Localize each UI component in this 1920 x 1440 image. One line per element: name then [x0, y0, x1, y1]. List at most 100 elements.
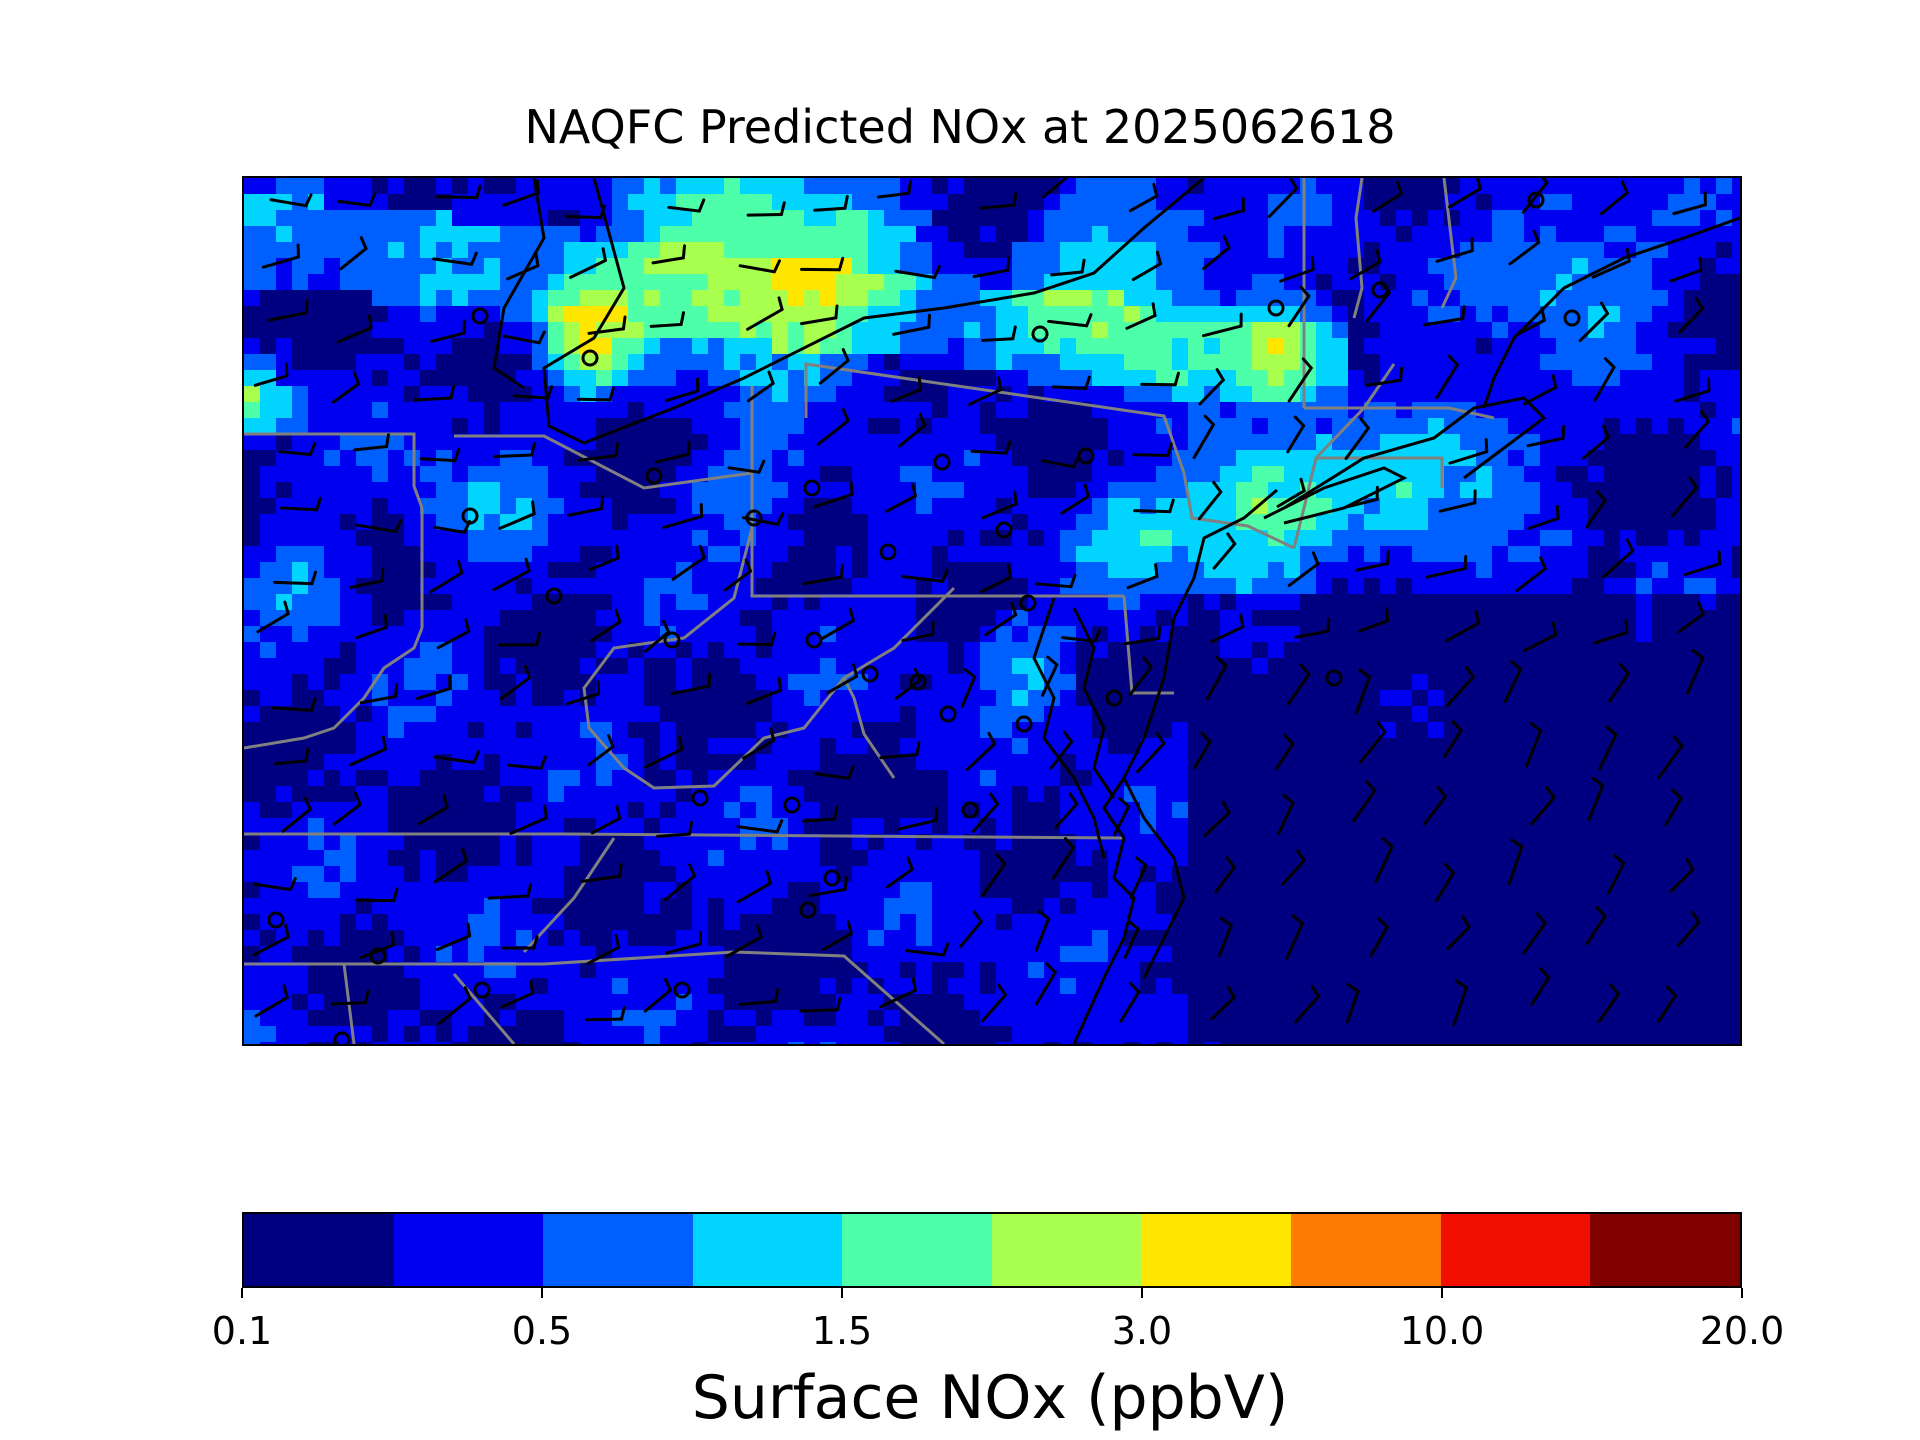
nox-cell — [1636, 722, 1653, 739]
nox-cell — [516, 322, 533, 339]
nox-cell — [804, 242, 821, 259]
nox-cell — [1444, 210, 1461, 227]
nox-cell — [500, 322, 517, 339]
nox-cell — [596, 370, 613, 387]
nox-cell — [1684, 754, 1701, 771]
nox-cell — [692, 562, 709, 579]
nox-cell — [1220, 434, 1237, 451]
nox-cell — [1588, 594, 1605, 611]
nox-cell — [932, 898, 949, 915]
nox-cell — [980, 226, 997, 243]
nox-cell — [500, 690, 517, 707]
nox-cell — [868, 338, 885, 355]
nox-cell — [324, 978, 341, 995]
nox-cell — [1652, 338, 1669, 355]
nox-cell — [596, 674, 613, 691]
nox-cell — [1044, 690, 1061, 707]
nox-cell — [644, 690, 661, 707]
nox-cell — [260, 770, 277, 787]
nox-cell — [1268, 226, 1285, 243]
nox-cell — [1012, 850, 1029, 867]
nox-cell — [804, 546, 821, 563]
nox-cell — [852, 866, 869, 883]
nox-cell — [660, 434, 677, 451]
nox-cell — [500, 786, 517, 803]
nox-cell — [388, 402, 405, 419]
nox-cell — [916, 786, 933, 803]
nox-cell — [1316, 194, 1333, 211]
nox-cell — [900, 434, 917, 451]
nox-cell — [788, 914, 805, 931]
nox-cell — [1428, 626, 1445, 643]
nox-cell — [1124, 338, 1141, 355]
nox-cell — [612, 562, 629, 579]
nox-cell — [308, 898, 325, 915]
nox-cell — [580, 562, 597, 579]
nox-cell — [1076, 898, 1093, 915]
nox-cell — [676, 290, 693, 307]
nox-cell — [292, 994, 309, 1011]
nox-cell — [1236, 802, 1253, 819]
nox-cell — [308, 306, 325, 323]
nox-cell — [1732, 770, 1740, 787]
nox-cell — [1492, 226, 1509, 243]
nox-cell — [1012, 178, 1029, 195]
nox-cell — [1732, 930, 1740, 947]
nox-cell — [628, 610, 645, 627]
nox-cell — [324, 674, 341, 691]
nox-cell — [1140, 562, 1157, 579]
nox-cell — [1492, 578, 1509, 595]
nox-cell — [1028, 258, 1045, 275]
nox-cell — [932, 642, 949, 659]
nox-cell — [1348, 642, 1365, 659]
nox-cell — [580, 514, 597, 531]
nox-cell — [404, 658, 421, 675]
nox-cell — [1700, 850, 1717, 867]
nox-cell — [1684, 530, 1701, 547]
nox-cell — [1620, 642, 1637, 659]
nox-cell — [516, 450, 533, 467]
nox-cell — [1604, 578, 1621, 595]
nox-cell — [292, 578, 309, 595]
nox-cell — [660, 274, 677, 291]
nox-cell — [852, 258, 869, 275]
nox-cell — [708, 594, 725, 611]
nox-cell — [1444, 594, 1461, 611]
nox-cell — [628, 546, 645, 563]
nox-cell — [372, 658, 389, 675]
nox-cell — [1700, 274, 1717, 291]
nox-cell — [1316, 978, 1333, 995]
nox-cell — [788, 706, 805, 723]
nox-cell — [1572, 258, 1589, 275]
nox-cell — [1588, 562, 1605, 579]
nox-cell — [708, 914, 725, 931]
nox-cell — [948, 882, 965, 899]
nox-cell — [308, 466, 325, 483]
nox-cell — [1620, 178, 1637, 195]
nox-cell — [516, 290, 533, 307]
nox-cell — [1476, 466, 1493, 483]
nox-cell — [1396, 578, 1413, 595]
nox-cell — [1716, 450, 1733, 467]
nox-cell — [1428, 242, 1445, 259]
nox-cell — [1668, 482, 1685, 499]
nox-cell — [1284, 594, 1301, 611]
nox-cell — [964, 594, 981, 611]
nox-cell — [1588, 306, 1605, 323]
nox-cell — [1524, 834, 1541, 851]
nox-cell — [1604, 466, 1621, 483]
nox-cell — [596, 978, 613, 995]
nox-cell — [628, 258, 645, 275]
nox-cell — [804, 722, 821, 739]
nox-cell — [1268, 978, 1285, 995]
nox-cell — [436, 818, 453, 835]
nox-cell — [292, 434, 309, 451]
nox-cell — [980, 754, 997, 771]
nox-cell — [1348, 930, 1365, 947]
nox-cell — [468, 530, 485, 547]
nox-cell — [724, 866, 741, 883]
nox-cell — [1028, 194, 1045, 211]
nox-cell — [372, 482, 389, 499]
nox-cell — [372, 610, 389, 627]
nox-cell — [1428, 370, 1445, 387]
